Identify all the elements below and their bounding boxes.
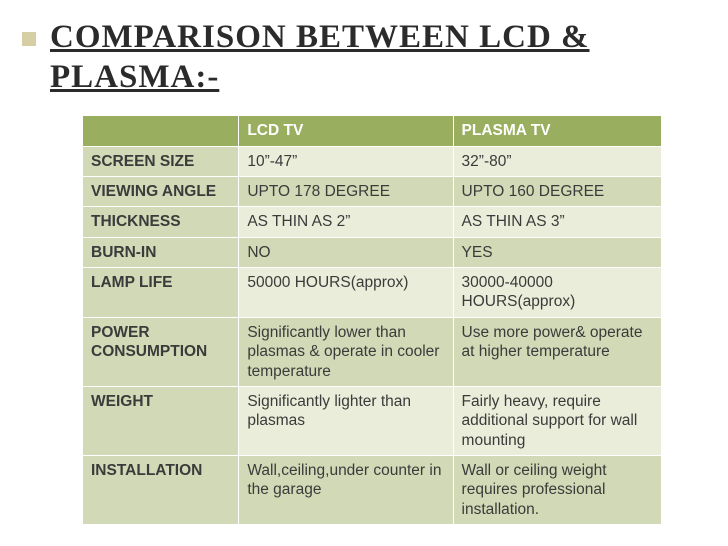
table-cell: UPTO 160 DEGREE: [453, 176, 661, 206]
table-cell: AS THIN AS 3”: [453, 207, 661, 237]
table-row-header: BURN-IN: [83, 237, 239, 267]
table-row: WEIGHTSignificantly lighter than plasmas…: [83, 386, 662, 455]
table-row-header: THICKNESS: [83, 207, 239, 237]
table-row: VIEWING ANGLEUPTO 178 DEGREEUPTO 160 DEG…: [83, 176, 662, 206]
table-cell: YES: [453, 237, 661, 267]
table-cell: AS THIN AS 2”: [239, 207, 453, 237]
comparison-table: LCD TV PLASMA TV SCREEN SIZE10”-47”32”-8…: [82, 115, 662, 525]
table-row-header: LAMP LIFE: [83, 268, 239, 318]
table-row-header: WEIGHT: [83, 386, 239, 455]
table-cell: UPTO 178 DEGREE: [239, 176, 453, 206]
table-row-header: INSTALLATION: [83, 456, 239, 525]
table-cell: 30000-40000 HOURS(approx): [453, 268, 661, 318]
table-cell: Significantly lighter than plasmas: [239, 386, 453, 455]
table-row-header: SCREEN SIZE: [83, 146, 239, 176]
table-row: POWER CONSUMPTIONSignificantly lower tha…: [83, 317, 662, 386]
table-row: THICKNESSAS THIN AS 2”AS THIN AS 3”: [83, 207, 662, 237]
table-header-row: LCD TV PLASMA TV: [83, 116, 662, 146]
table-cell: 10”-47”: [239, 146, 453, 176]
table-cell: Fairly heavy, require additional support…: [453, 386, 661, 455]
slide-title: COMPARISON BETWEEN LCD & PLASMA:-: [50, 18, 698, 97]
table-cell: NO: [239, 237, 453, 267]
table-body: SCREEN SIZE10”-47”32”-80”VIEWING ANGLEUP…: [83, 146, 662, 525]
table-row-header: VIEWING ANGLE: [83, 176, 239, 206]
table-header-cell: LCD TV: [239, 116, 453, 146]
table-cell: 32”-80”: [453, 146, 661, 176]
table-row: SCREEN SIZE10”-47”32”-80”: [83, 146, 662, 176]
table-row: INSTALLATIONWall,ceiling,under counter i…: [83, 456, 662, 525]
table-header-cell: PLASMA TV: [453, 116, 661, 146]
table-row-header: POWER CONSUMPTION: [83, 317, 239, 386]
table-header-cell: [83, 116, 239, 146]
table-row: LAMP LIFE50000 HOURS(approx)30000-40000 …: [83, 268, 662, 318]
table-cell: Use more power& operate at higher temper…: [453, 317, 661, 386]
comparison-table-container: LCD TV PLASMA TV SCREEN SIZE10”-47”32”-8…: [82, 115, 662, 525]
table-cell: Wall or ceiling weight requires professi…: [453, 456, 661, 525]
table-cell: Significantly lower than plasmas & opera…: [239, 317, 453, 386]
table-cell: 50000 HOURS(approx): [239, 268, 453, 318]
table-cell: Wall,ceiling,under counter in the garage: [239, 456, 453, 525]
slide-bullet-icon: [22, 32, 36, 46]
table-row: BURN-INNOYES: [83, 237, 662, 267]
